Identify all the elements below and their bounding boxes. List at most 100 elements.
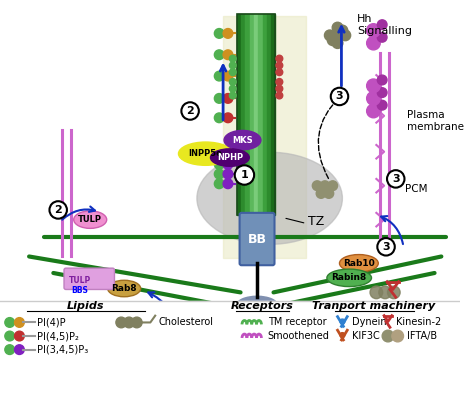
- Circle shape: [235, 165, 254, 185]
- Circle shape: [49, 201, 67, 219]
- Text: PCM: PCM: [405, 183, 428, 193]
- Text: Plasma
membrane: Plasma membrane: [407, 110, 465, 131]
- Circle shape: [214, 71, 224, 81]
- Text: Cholesterol: Cholesterol: [158, 317, 213, 327]
- Circle shape: [229, 79, 236, 85]
- Circle shape: [184, 322, 194, 331]
- Circle shape: [276, 79, 283, 85]
- Circle shape: [15, 331, 24, 341]
- Circle shape: [332, 30, 343, 41]
- Text: Rabin8: Rabin8: [332, 273, 367, 282]
- Circle shape: [131, 317, 142, 328]
- Circle shape: [184, 314, 194, 323]
- Circle shape: [214, 29, 224, 38]
- Circle shape: [229, 85, 236, 92]
- Text: Lipids: Lipids: [67, 301, 104, 311]
- Circle shape: [5, 331, 15, 341]
- Circle shape: [142, 330, 159, 348]
- Circle shape: [116, 317, 127, 328]
- Circle shape: [5, 345, 15, 354]
- Bar: [237, 14, 275, 215]
- Text: TZ: TZ: [309, 215, 325, 228]
- Circle shape: [340, 333, 345, 337]
- Text: Kinesin-2: Kinesin-2: [396, 317, 441, 327]
- Circle shape: [15, 317, 24, 327]
- Bar: [237, 14, 241, 215]
- Circle shape: [214, 113, 224, 123]
- Circle shape: [214, 179, 224, 188]
- Text: TULP: TULP: [68, 276, 91, 285]
- Circle shape: [229, 55, 236, 62]
- Circle shape: [229, 62, 236, 69]
- Text: Rab8: Rab8: [111, 284, 137, 293]
- Circle shape: [367, 92, 380, 105]
- Text: TULP: TULP: [78, 215, 102, 224]
- Text: Dynein: Dynein: [352, 317, 387, 327]
- Text: PI(4)P: PI(4)P: [37, 317, 65, 327]
- Circle shape: [223, 113, 233, 123]
- Circle shape: [214, 159, 224, 169]
- Circle shape: [276, 55, 283, 62]
- Circle shape: [367, 79, 380, 93]
- Circle shape: [340, 30, 351, 41]
- Text: Golgi: Golgi: [205, 355, 241, 369]
- Circle shape: [377, 75, 387, 85]
- Ellipse shape: [74, 211, 107, 228]
- Circle shape: [214, 50, 224, 59]
- Circle shape: [367, 36, 380, 50]
- Circle shape: [377, 88, 387, 97]
- Text: 3: 3: [382, 242, 390, 252]
- Circle shape: [377, 238, 395, 255]
- Circle shape: [223, 50, 233, 59]
- Circle shape: [223, 71, 233, 81]
- Circle shape: [367, 24, 380, 37]
- Circle shape: [316, 188, 326, 198]
- Circle shape: [5, 317, 15, 327]
- Circle shape: [15, 345, 24, 354]
- Text: 2: 2: [146, 334, 154, 344]
- Circle shape: [370, 286, 383, 299]
- Circle shape: [214, 169, 224, 179]
- FancyBboxPatch shape: [239, 213, 274, 265]
- Text: 2: 2: [186, 106, 194, 116]
- Circle shape: [193, 303, 201, 311]
- Ellipse shape: [339, 255, 378, 272]
- Bar: [0, 301, 460, 410]
- Circle shape: [193, 319, 201, 326]
- Circle shape: [325, 30, 335, 41]
- Text: BB: BB: [247, 233, 266, 245]
- Circle shape: [276, 69, 283, 76]
- Circle shape: [193, 311, 201, 319]
- Text: IFTA/B: IFTA/B: [407, 331, 438, 341]
- Bar: [241, 14, 245, 215]
- Circle shape: [223, 169, 233, 179]
- Text: 3: 3: [392, 174, 400, 184]
- Text: Hh
Signalling: Hh Signalling: [357, 14, 412, 36]
- Circle shape: [382, 330, 394, 342]
- Circle shape: [214, 94, 224, 103]
- Text: INPP5e: INPP5e: [189, 149, 223, 158]
- Bar: [245, 14, 250, 215]
- Circle shape: [324, 188, 334, 198]
- Circle shape: [223, 29, 233, 38]
- Text: MKS: MKS: [232, 136, 253, 145]
- Circle shape: [331, 88, 348, 105]
- Circle shape: [276, 85, 283, 92]
- Ellipse shape: [224, 130, 261, 150]
- Ellipse shape: [237, 296, 277, 314]
- Text: PI(3,4,5)P₃: PI(3,4,5)P₃: [37, 344, 88, 354]
- Text: Smoothened: Smoothened: [268, 331, 329, 341]
- Circle shape: [337, 25, 348, 36]
- Circle shape: [223, 179, 233, 188]
- FancyBboxPatch shape: [64, 268, 114, 290]
- Circle shape: [229, 92, 236, 99]
- Circle shape: [276, 92, 283, 99]
- Text: PI(4,5)P₂: PI(4,5)P₂: [37, 331, 79, 341]
- Circle shape: [328, 181, 337, 191]
- Circle shape: [97, 310, 103, 316]
- Text: 1: 1: [241, 170, 248, 180]
- Text: BBS: BBS: [71, 286, 88, 295]
- Bar: [223, 16, 306, 258]
- Circle shape: [312, 181, 322, 191]
- Ellipse shape: [108, 280, 141, 297]
